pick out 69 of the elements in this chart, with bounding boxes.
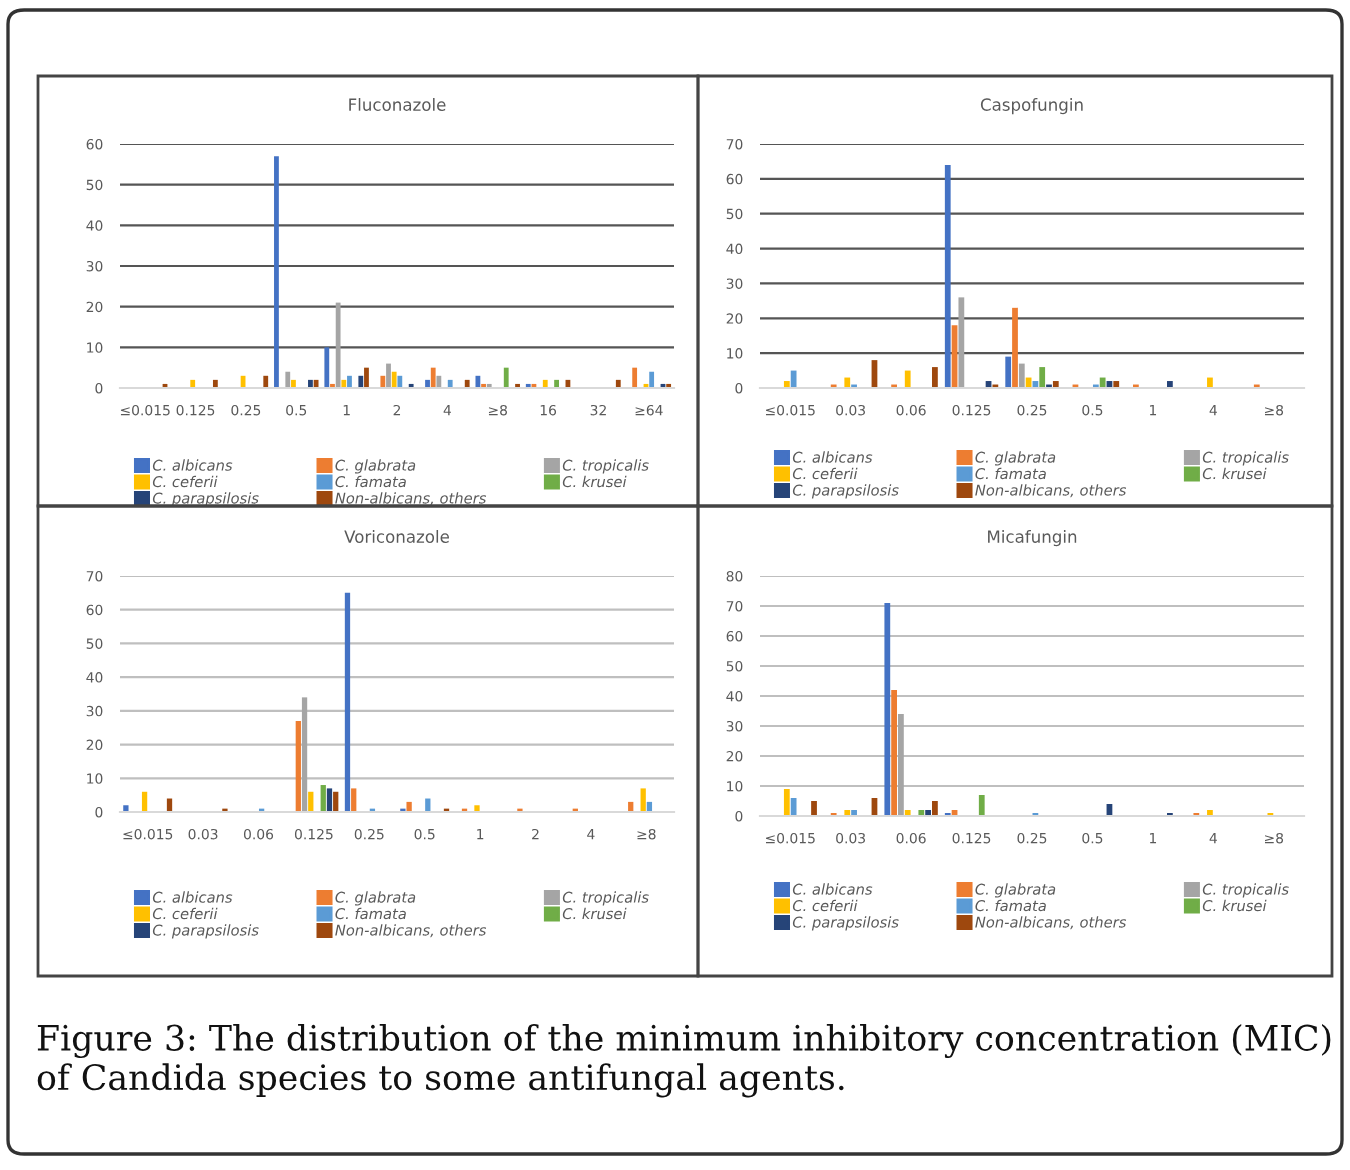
bar — [932, 801, 938, 816]
bar — [1005, 356, 1012, 388]
bar — [1018, 363, 1025, 388]
bar — [447, 379, 453, 388]
chart-title: Fluconazole — [349, 98, 446, 111]
bar — [1039, 367, 1046, 388]
bar — [978, 795, 985, 816]
bar — [554, 379, 559, 388]
bar — [615, 379, 621, 388]
bar — [783, 789, 790, 816]
bar — [436, 375, 442, 388]
bar — [1167, 381, 1173, 388]
bar — [313, 379, 319, 388]
bar — [190, 379, 196, 388]
bar — [291, 379, 296, 388]
bar — [884, 603, 891, 816]
bar — [335, 302, 341, 388]
bar — [632, 367, 638, 388]
bar — [783, 381, 790, 388]
bar — [295, 720, 301, 812]
bar — [503, 367, 509, 388]
bar — [386, 363, 391, 388]
bar — [790, 370, 797, 388]
bar — [430, 367, 436, 388]
bar — [811, 801, 817, 816]
chart-title: Voriconazole — [344, 530, 449, 543]
bar — [123, 805, 129, 812]
bar — [344, 592, 351, 812]
bar — [898, 714, 904, 816]
bar — [263, 375, 269, 388]
bar — [364, 367, 369, 388]
bar — [1052, 381, 1059, 388]
bar — [474, 805, 480, 812]
bar — [640, 788, 646, 812]
bar — [542, 379, 548, 388]
caption: Figure 3: The distribution of the minimum inhibitory concentration (MIC) of Candida species to some antifungal agents. — [37, 1024, 1331, 1098]
bar — [301, 697, 308, 812]
bar — [308, 379, 313, 388]
bar — [351, 788, 357, 812]
bar — [1099, 377, 1106, 388]
bar — [358, 375, 364, 388]
bar — [790, 798, 797, 816]
bar — [425, 379, 430, 388]
bar — [397, 375, 403, 388]
bar — [844, 377, 851, 388]
bar — [475, 375, 481, 388]
bar — [891, 690, 897, 816]
bar — [1012, 307, 1018, 388]
bar — [285, 371, 291, 388]
chart-title: Micafungin — [988, 530, 1077, 547]
chart-title: Caspofungin — [980, 98, 1083, 115]
bar — [464, 379, 470, 388]
bar — [341, 379, 347, 388]
bar — [1207, 377, 1213, 388]
bar — [406, 801, 412, 812]
bar — [932, 367, 938, 388]
bar — [324, 347, 330, 388]
bar — [944, 164, 951, 388]
bar — [380, 375, 386, 388]
bar — [320, 785, 326, 812]
bar — [904, 370, 911, 388]
bar — [274, 156, 279, 388]
bar — [212, 379, 218, 388]
bar — [326, 788, 333, 812]
bar — [347, 375, 352, 388]
bar — [649, 371, 655, 388]
bar — [391, 371, 397, 388]
bar — [958, 297, 965, 388]
bar — [1113, 381, 1120, 388]
